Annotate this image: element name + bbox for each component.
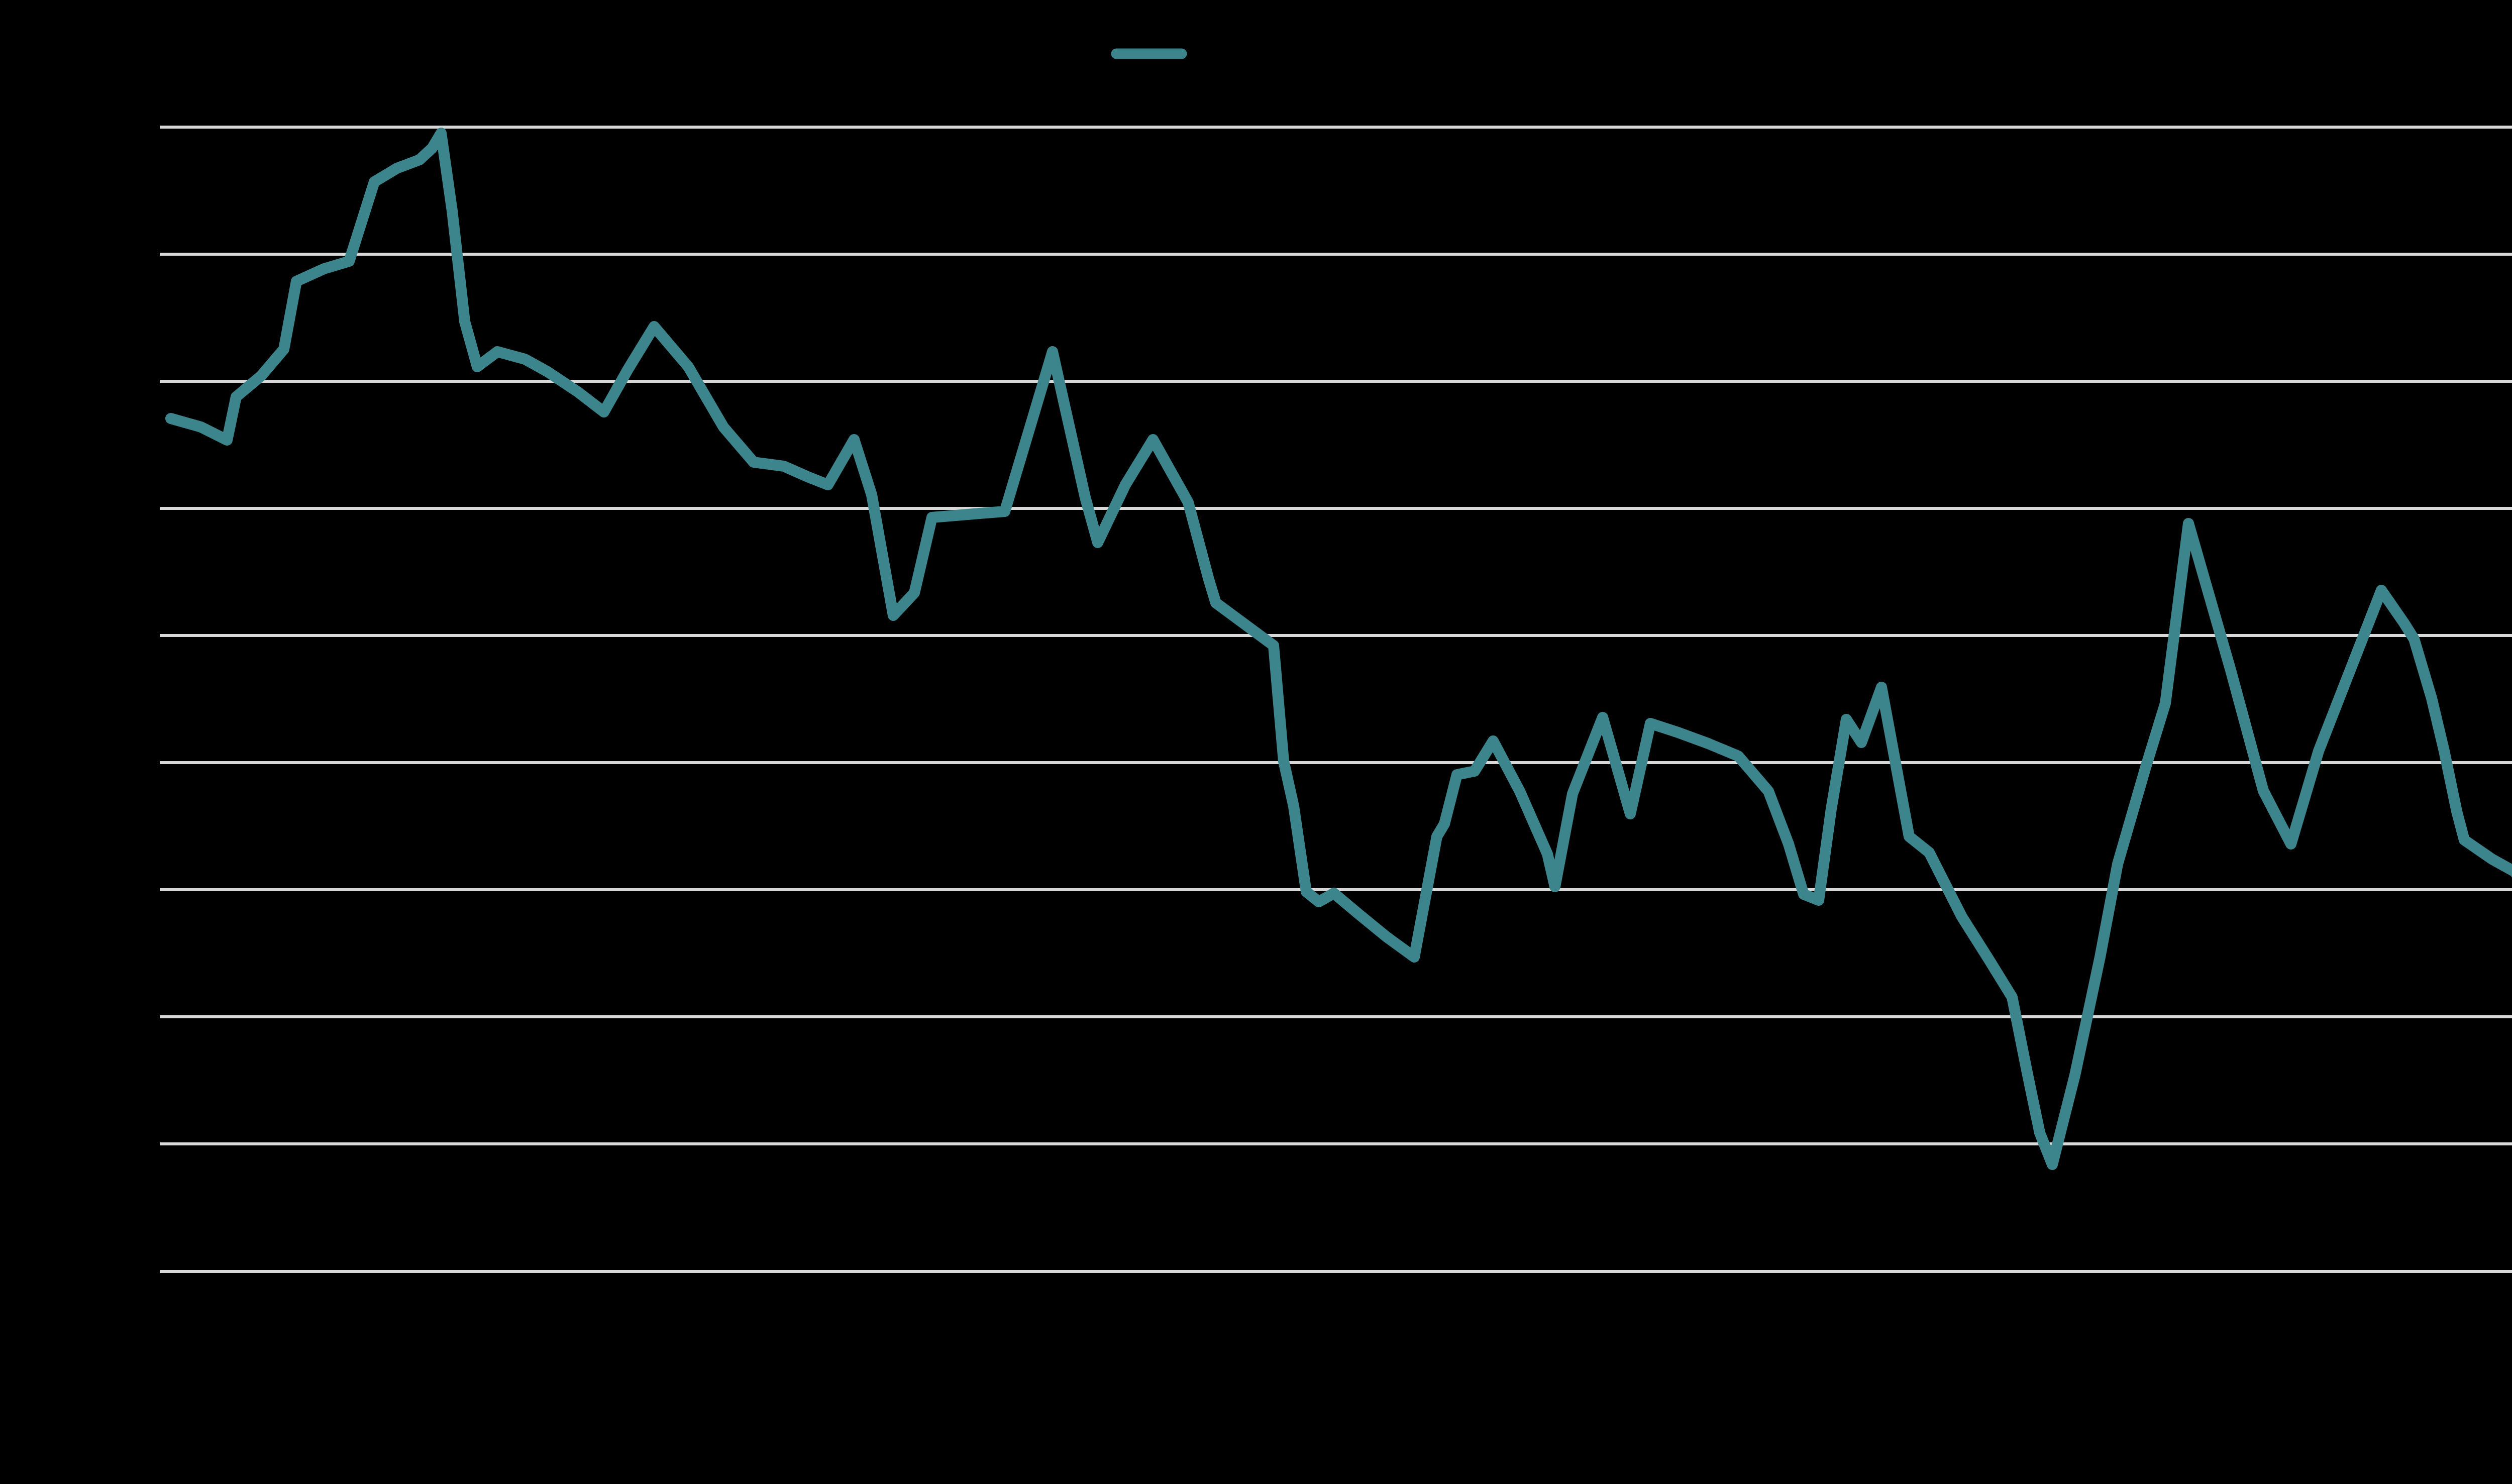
series-line: [165, 128, 2512, 1170]
